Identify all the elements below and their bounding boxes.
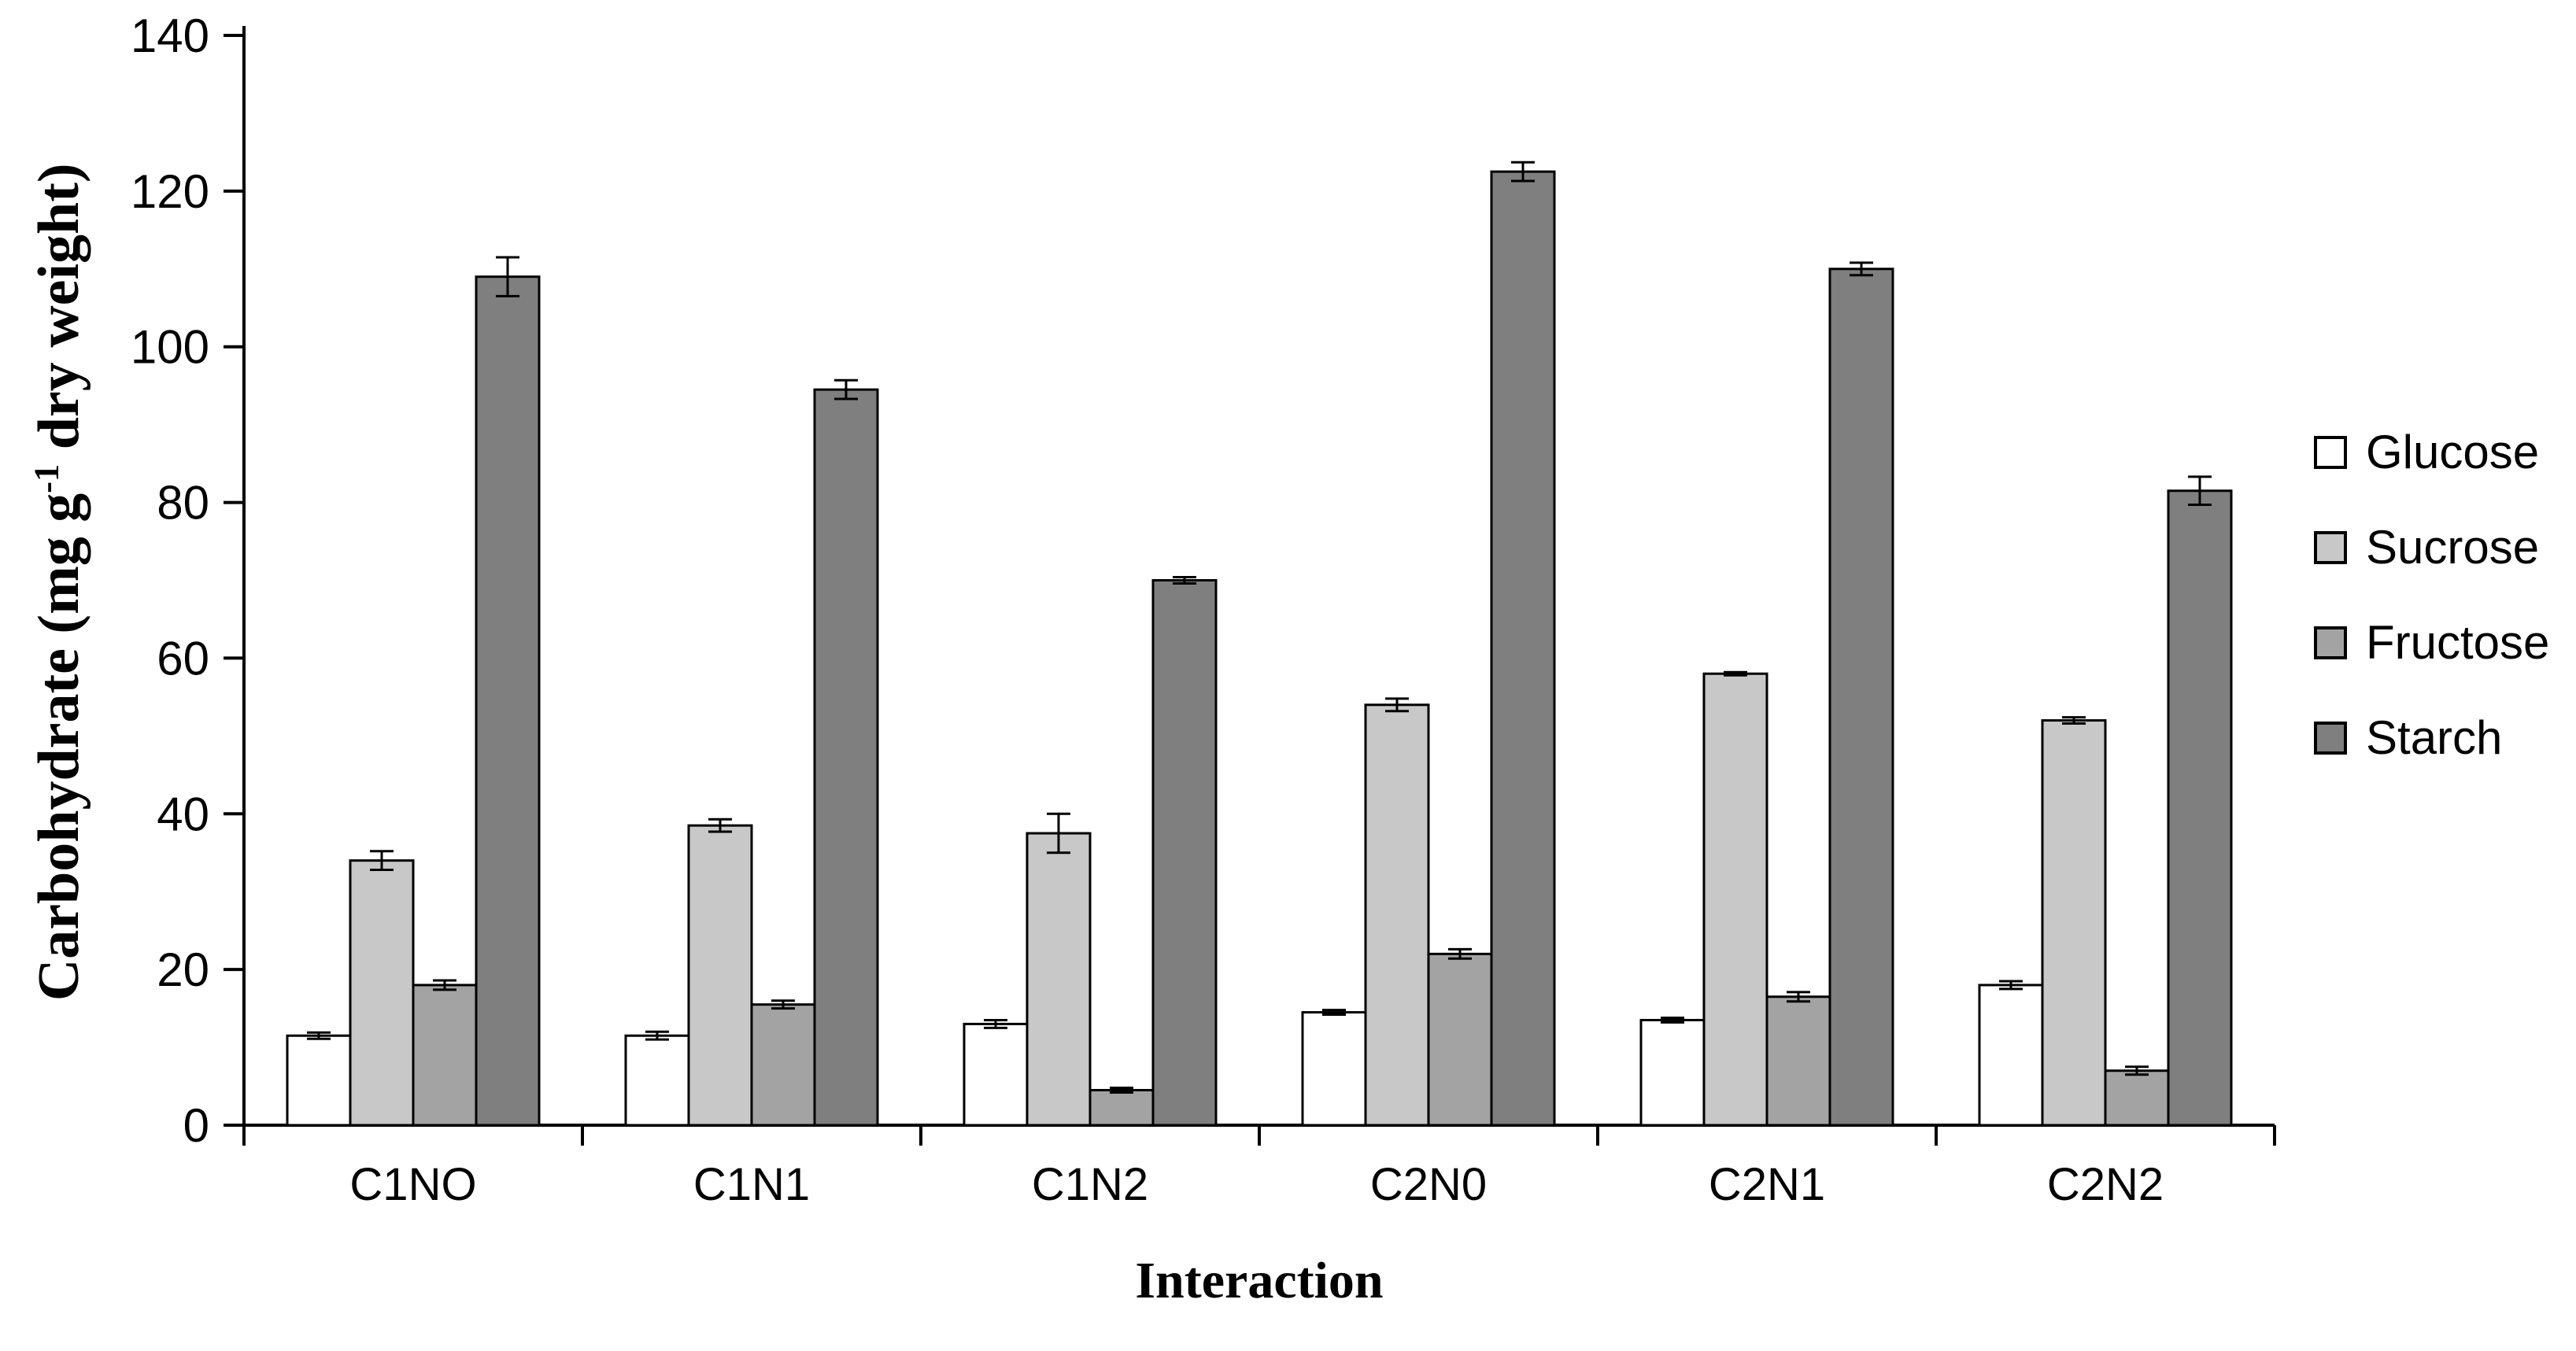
bar-fructose-c1n2 [1088,1088,1155,1127]
bar-fructose-c2n0 [1427,952,1493,1127]
x-category-label: C2N1 [1709,1159,1825,1210]
legend-swatch-fructose-icon [2314,626,2347,659]
x-category-label: C1NO [349,1159,476,1210]
bar-fructose-c2n1 [1765,995,1831,1127]
bar-glucose-c2n0 [1301,1011,1367,1127]
x-category-label: C2N0 [1370,1159,1487,1210]
y-tick-label: 20 [157,943,209,996]
legend-label-fructose: Fructose [2366,616,2550,669]
y-tick-label: 0 [183,1099,209,1152]
bar-starch-c2n1 [1828,268,1894,1127]
y-tick-label: 60 [157,632,209,685]
bar-sucrose-c2n0 [1364,703,1430,1127]
y-tick-label: 120 [131,165,209,218]
legend-swatch-glucose-icon [2314,435,2347,469]
bar-sucrose-c1no [349,859,415,1127]
y-tick-label: 40 [157,788,209,840]
bar-sucrose-c2n2 [2041,719,2107,1127]
bar-glucose-c2n2 [1978,984,2044,1127]
bar-glucose-c1n1 [624,1034,690,1127]
bar-fructose-c1n1 [750,1003,816,1127]
x-category-label: C2N2 [2047,1159,2164,1210]
y-tick-label: 80 [157,477,209,530]
bar-glucose-c2n1 [1639,1018,1706,1127]
legend-swatch-starch-icon [2314,721,2347,755]
bar-starch-c2n0 [1490,170,1556,1127]
chart-legend: Glucose Sucrose Fructose Starch [2314,425,2549,765]
legend-swatch-sucrose-icon [2314,530,2347,564]
bar-sucrose-c2n1 [1702,672,1768,1127]
bar-fructose-c1no [412,984,478,1127]
bar-starch-c1n2 [1151,579,1218,1127]
legend-item-fructose: Fructose [2314,615,2549,670]
x-category-label: C1N2 [1032,1159,1148,1210]
legend-item-sucrose: Sucrose [2314,520,2549,574]
y-tick-label: 100 [131,321,209,374]
bar-glucose-c1n2 [963,1022,1029,1127]
bar-sucrose-c1n2 [1026,832,1092,1127]
x-axis-title: Interaction [1135,1252,1384,1309]
bar-fructose-c2n2 [2104,1069,2170,1127]
bar-starch-c1n1 [813,388,879,1127]
legend-item-glucose: Glucose [2314,425,2549,479]
bar-starch-c1no [475,275,541,1127]
bar-sucrose-c1n1 [687,824,753,1127]
x-category-label: C1N1 [693,1159,810,1210]
legend-item-starch: Starch [2314,711,2549,765]
legend-label-sucrose: Sucrose [2366,521,2540,574]
bar-starch-c2n2 [2167,489,2233,1127]
legend-label-starch: Starch [2366,711,2503,764]
y-tick-label: 140 [131,9,209,62]
bar-glucose-c1no [286,1034,352,1127]
legend-label-glucose: Glucose [2366,426,2540,478]
